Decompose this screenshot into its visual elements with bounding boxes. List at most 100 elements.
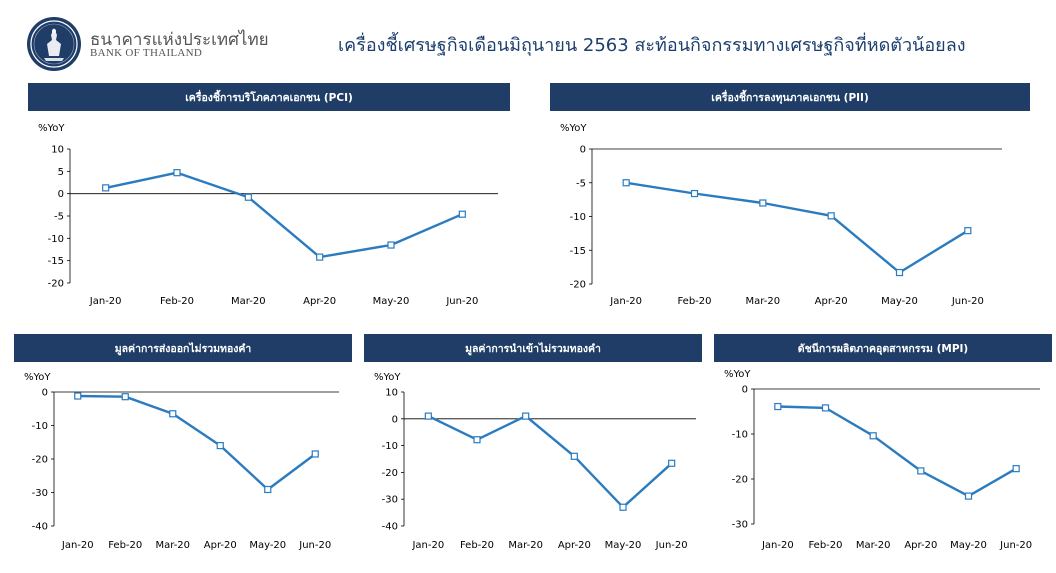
chart-panel-pii: เครื่องชี้การลงทุนภาคเอกชน (PII) %YoY 0 -5… (550, 83, 1030, 323)
y-tick-label: -30 (732, 520, 748, 531)
y-tick-label: -20 (48, 279, 64, 290)
data-point (102, 184, 110, 192)
data-point (387, 241, 395, 249)
data-point (473, 436, 481, 444)
x-tick-label: Apr-20 (904, 540, 937, 551)
x-tick-label: Jan-20 (761, 540, 794, 551)
data-point (316, 253, 324, 261)
data-point (964, 492, 973, 500)
chart-plot: %YoY 0 -5 -10 -15 -20 Jan-20 Feb-20 Mar-20 Apr-20… (560, 123, 1002, 307)
y-tick-label: 5 (58, 167, 64, 178)
y-tick-label: 10 (51, 145, 64, 156)
y-axis-label: %YoY (38, 123, 65, 134)
y-axis-label: %YoY (560, 123, 587, 134)
data-point (774, 402, 782, 411)
x-tick-label: Mar-20 (155, 540, 190, 551)
y-axis-label: %YoY (374, 372, 401, 383)
x-tick-label: Jun-20 (298, 540, 331, 551)
y-tick-label: -20 (32, 455, 48, 466)
chart-panel-pci: เครื่องชี้การบริโภคภาคเอกชน (PCI) %YoY 10… (28, 83, 510, 323)
x-tick-label: Jun-20 (951, 296, 984, 307)
y-tick-label: 10 (385, 388, 398, 399)
x-tick-label: May-20 (249, 540, 286, 551)
data-point (121, 393, 129, 401)
data-point (827, 212, 835, 220)
series-line (77, 394, 317, 491)
chart-plot: %YoY 10 5 0 -5 -10 -15 -20 Jan-20 Feb-20 Mar-20 Apr… (38, 123, 498, 307)
y-tick-label: -10 (382, 441, 398, 452)
y-tick-label: -30 (32, 488, 48, 499)
x-tick-label: Mar-20 (231, 296, 266, 307)
data-point (216, 441, 224, 450)
y-tick-label: -15 (570, 246, 586, 257)
chart-panel-imports: มูลค่าการนำเข้าไม่รวมทองคำ %YoY 10 0 -10 -20… (364, 334, 702, 573)
data-point (244, 193, 252, 201)
x-tick-label: Apr-20 (204, 540, 237, 551)
data-point (169, 410, 177, 418)
x-tick-label: Jan-20 (89, 296, 122, 307)
y-tick-label: 0 (392, 414, 398, 425)
x-tick-label: Apr-20 (815, 296, 848, 307)
chart-title: ดัชนีการผลิตภาคอุตสาหกรรม (MPI) (714, 334, 1052, 362)
data-point (458, 210, 466, 218)
y-tick-label: 0 (742, 385, 748, 396)
y-tick-label: -40 (32, 522, 48, 533)
x-tick-label: Apr-20 (303, 296, 336, 307)
y-tick-label: -15 (48, 256, 64, 267)
x-tick-label: May-20 (950, 540, 987, 551)
data-point (895, 268, 904, 277)
bank-seal-logo (27, 17, 81, 71)
chart-plot: %YoY 0 -10 -20 -30 Jan-20 Feb-20 Mar-20 Apr-20 Ma… (724, 369, 1040, 551)
x-tick-label: Feb-20 (460, 540, 494, 551)
x-tick-label: Jun-20 (655, 540, 688, 551)
x-tick-label: Jun-20 (999, 540, 1032, 551)
data-point (821, 404, 830, 412)
x-tick-label: Feb-20 (108, 540, 142, 551)
org-name-thai: ธนาคารแห่งประเทศไทย (90, 30, 269, 50)
chart-title: มูลค่าการส่งออกไม่รวมทองคำ (14, 334, 352, 362)
y-tick-label: -30 (382, 495, 398, 506)
chart-title: มูลค่าการนำเข้าไม่รวมทองคำ (364, 334, 702, 362)
y-tick-label: -10 (732, 430, 748, 441)
x-tick-label: Jan-20 (411, 540, 444, 551)
y-tick-label: -10 (48, 234, 64, 245)
y-tick-label: -20 (382, 468, 398, 479)
chart-title: เครื่องชี้การบริโภคภาคเอกชน (PCI) (28, 83, 510, 111)
org-name-english: BANK OF THAILAND (90, 47, 203, 59)
data-point (619, 503, 627, 511)
x-tick-label: May-20 (881, 296, 918, 307)
data-point (424, 412, 432, 420)
x-tick-label: Jan-20 (61, 540, 94, 551)
series-line (105, 171, 463, 259)
chart-title: เครื่องชี้การลงทุนภาคเอกชน (PII) (550, 83, 1030, 111)
y-tick-label: 0 (42, 388, 48, 399)
y-axis-label: %YoY (24, 372, 51, 383)
x-tick-label: Feb-20 (808, 540, 842, 551)
y-tick-label: -10 (32, 421, 48, 432)
chart-plot: %YoY 0 -10 -20 -30 -40 Jan-20 Feb-20 Mar-20 Apr-2… (24, 372, 339, 551)
chart-panel-exports: มูลค่าการส่งออกไม่รวมทองคำ %YoY 0 -10 -20 -3… (14, 334, 352, 573)
series-line (427, 414, 673, 509)
y-tick-label: -20 (570, 280, 586, 291)
y-tick-label: -10 (570, 212, 586, 223)
data-point (690, 189, 699, 198)
y-tick-label: 0 (58, 189, 64, 200)
data-point (173, 169, 181, 177)
data-point (869, 432, 877, 440)
y-tick-label: -5 (576, 178, 586, 189)
data-point (74, 392, 82, 400)
data-point (622, 179, 630, 187)
y-tick-label: -5 (54, 212, 64, 223)
x-tick-label: Mar-20 (508, 540, 543, 551)
data-point (1012, 465, 1020, 473)
data-point (264, 485, 272, 494)
chart-plot: %YoY 10 0 -10 -20 -30 -40 Jan-20 Feb-20 Mar-20 Apr… (374, 372, 696, 551)
y-axis-label: %YoY (724, 369, 751, 380)
data-point (570, 452, 578, 460)
chart-panel-mpi: ดัชนีการผลิตภาคอุตสาหกรรม (MPI) %YoY 0 -10… (714, 334, 1052, 573)
page-headline: เครื่องชี้เศรษฐกิจเดือนมิถุนายน 2563 สะท… (338, 35, 966, 56)
y-tick-label: 0 (580, 145, 586, 156)
x-tick-label: Feb-20 (677, 296, 711, 307)
series-line (626, 181, 969, 274)
x-tick-label: Jun-20 (445, 296, 478, 307)
